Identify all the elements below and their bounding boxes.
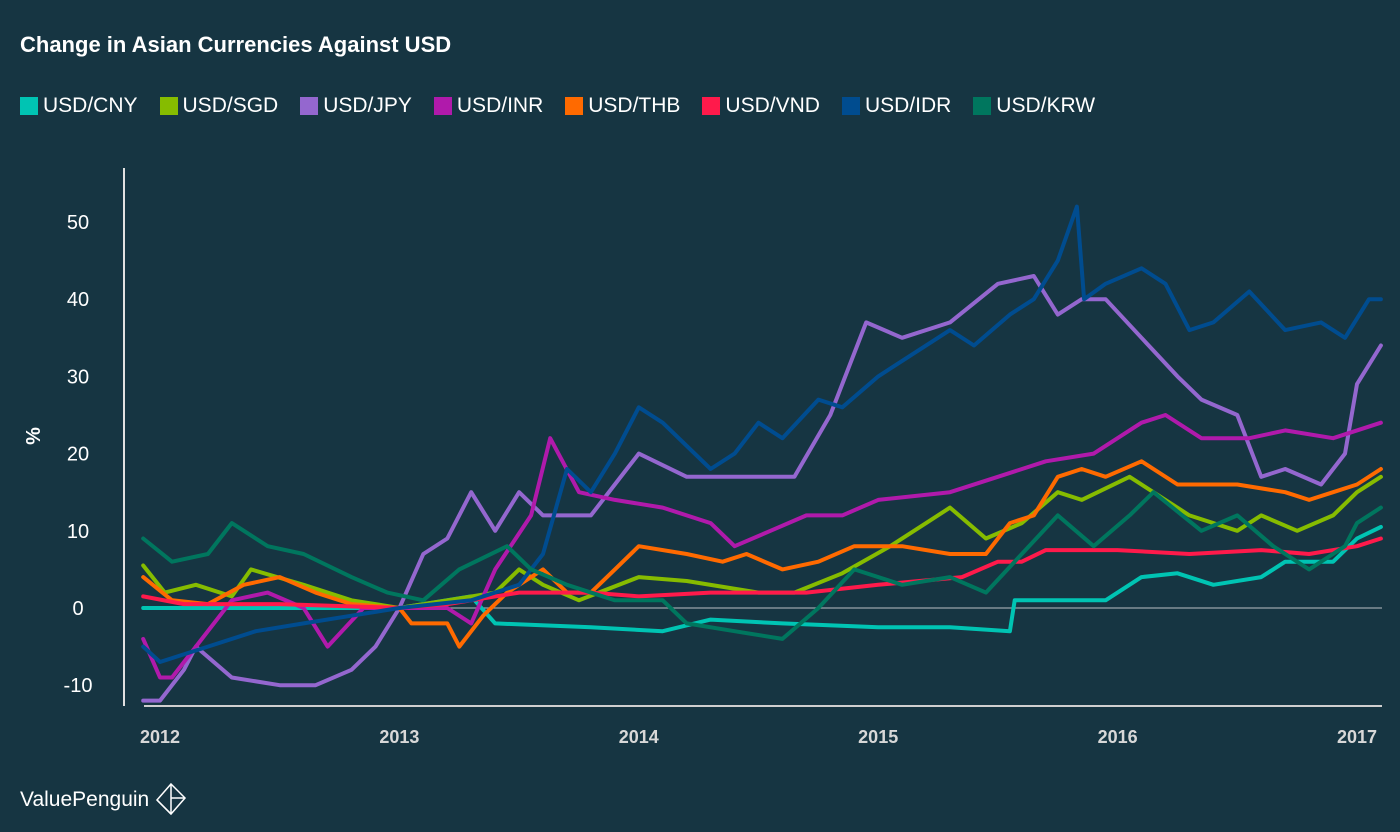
- legend-label: USD/THB: [588, 94, 681, 117]
- brand-name: ValuePenguin: [20, 788, 150, 811]
- y-tick-label: 50: [67, 212, 89, 234]
- legend-label: USD/JPY: [323, 94, 412, 117]
- brand-logo: ValuePenguin: [20, 782, 187, 818]
- legend-item[interactable]: USD/VND: [702, 94, 820, 118]
- legend-label: USD/IDR: [864, 94, 952, 117]
- legend-label: USD/INR: [456, 94, 544, 117]
- legend-label: USD/KRW: [996, 94, 1096, 117]
- series-line-usd-sgd: [141, 474, 1383, 610]
- legend-swatch: [973, 97, 992, 115]
- legend-label: USD/VND: [725, 94, 820, 117]
- legend-item[interactable]: USD/INR: [433, 94, 544, 118]
- legend-swatch: [841, 97, 860, 115]
- legend-swatch: [565, 97, 584, 115]
- y-axis-label: %: [23, 427, 45, 445]
- legend-swatch: [20, 97, 38, 115]
- x-tick-label: 2013: [379, 727, 419, 747]
- legend-item[interactable]: USD/IDR: [841, 94, 952, 118]
- x-tick-label: 2015: [858, 727, 898, 747]
- y-tick-label: 10: [67, 521, 89, 543]
- y-tick-label: 20: [67, 444, 89, 466]
- legend-label: USD/SGD: [182, 94, 279, 117]
- series-line-usd-inr: [141, 413, 1383, 680]
- y-tick-label: 40: [67, 289, 89, 311]
- legend-swatch: [300, 97, 319, 115]
- y-tick-label: 0: [72, 598, 83, 620]
- legend-item[interactable]: USD/JPY: [300, 94, 412, 118]
- legend-swatch: [159, 97, 178, 115]
- legend-swatch: [433, 97, 452, 115]
- legend-item[interactable]: USD/CNY: [20, 94, 138, 118]
- x-tick-label: 2016: [1098, 727, 1138, 747]
- legend-item[interactable]: USD/KRW: [973, 94, 1095, 118]
- legend-item[interactable]: USD/SGD: [159, 94, 279, 118]
- x-tick-label: 2012: [140, 727, 180, 747]
- y-tick-label: -10: [64, 675, 93, 697]
- legend: USD/CNY USD/SGD USD/JPY USD/INR USD/THB USD/V…: [20, 94, 1095, 118]
- chart-title: Change in Asian Currencies Against USD: [20, 32, 452, 57]
- legend-item[interactable]: USD/THB: [565, 94, 680, 118]
- legend-label: USD/CNY: [43, 94, 138, 117]
- series-line-usd-idr: [141, 204, 1383, 664]
- series-line-usd-cny: [141, 524, 1383, 634]
- series-line-usd-jpy: [141, 274, 1383, 703]
- series-line-usd-krw: [141, 490, 1383, 641]
- x-tick-label: 2014: [619, 727, 659, 747]
- x-tick-label: 2017: [1337, 727, 1377, 747]
- legend-swatch: [702, 97, 721, 115]
- penguin-logo-icon: [156, 782, 187, 816]
- y-tick-label: 30: [67, 366, 89, 388]
